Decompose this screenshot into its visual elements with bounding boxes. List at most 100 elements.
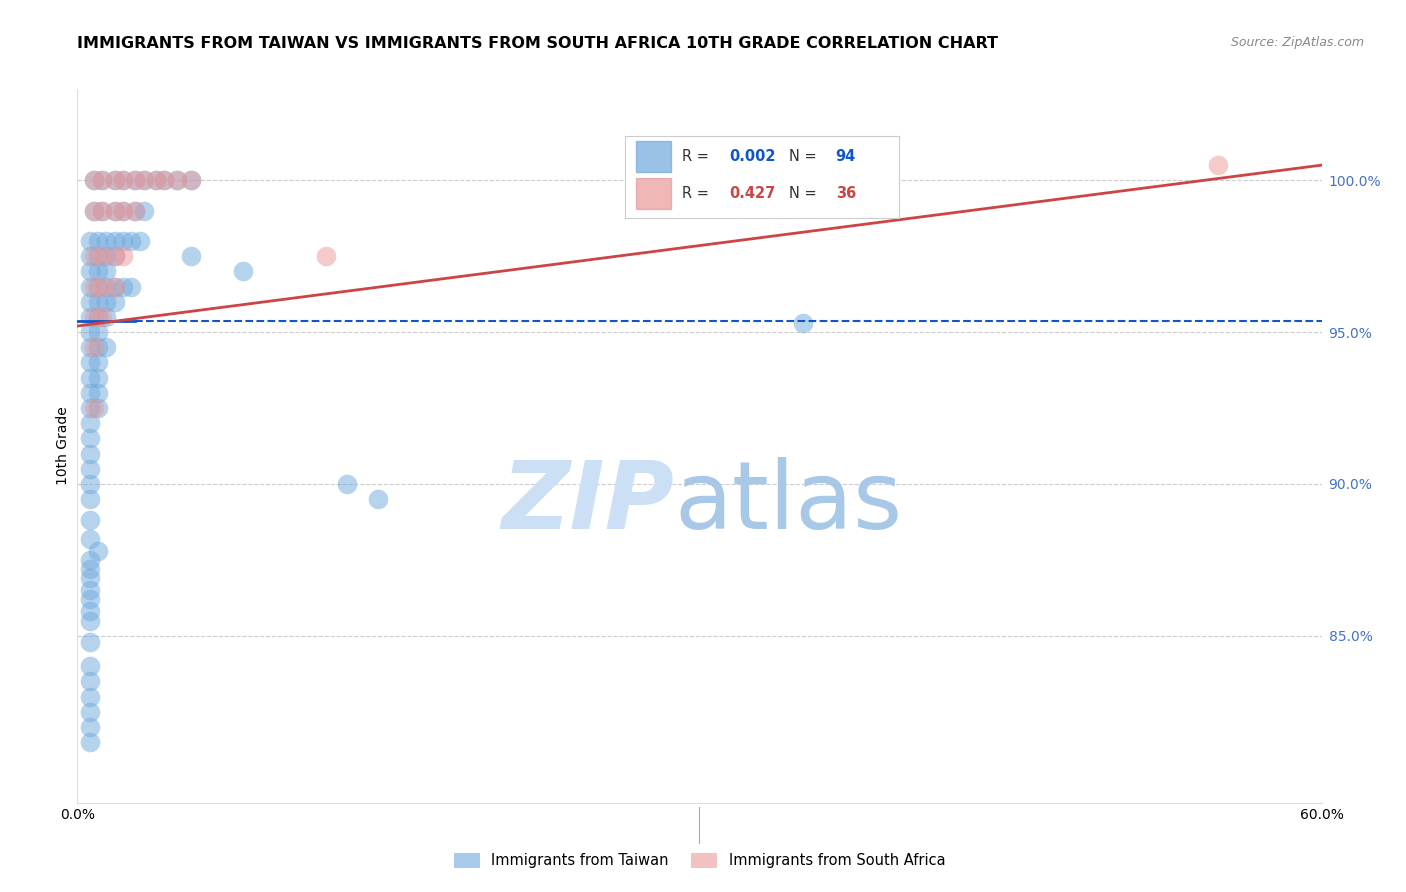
Point [96,249,118,263]
Point [87,325,110,339]
Point [180,173,202,187]
Point [124,173,146,187]
Point [104,173,127,187]
Point [83,340,105,354]
Point [79,605,101,619]
Point [153,173,176,187]
Point [132,203,155,218]
Point [91,203,114,218]
Point [79,553,101,567]
Point [91,203,114,218]
Point [79,340,101,354]
Text: IMMIGRANTS FROM TAIWAN VS IMMIGRANTS FROM SOUTH AFRICA 10TH GRADE CORRELATION CH: IMMIGRANTS FROM TAIWAN VS IMMIGRANTS FRO… [77,36,998,51]
Point [79,401,101,415]
Point [83,173,105,187]
Point [79,705,101,719]
Point [79,735,101,749]
Point [79,592,101,607]
Point [87,310,110,324]
Point [124,173,146,187]
Point [83,310,105,324]
Point [180,249,202,263]
Point [104,203,127,218]
Point [79,635,101,649]
Point [145,173,167,187]
Point [111,173,134,187]
Point [87,279,110,293]
Point [104,203,127,218]
Point [120,279,142,293]
Point [166,173,188,187]
Point [91,249,114,263]
Point [87,294,110,309]
Point [87,355,110,369]
Point [336,477,359,491]
Point [166,173,188,187]
Point [180,173,202,187]
Point [79,294,101,309]
Point [111,173,134,187]
Point [132,173,155,187]
Point [79,659,101,673]
Point [96,234,118,248]
Point [96,264,118,278]
Point [145,173,167,187]
Point [87,340,110,354]
Point [111,203,134,218]
Point [153,173,176,187]
Point [83,279,105,293]
Bar [636,178,671,210]
Point [96,340,118,354]
Point [79,720,101,734]
Point [128,234,150,248]
Text: 36: 36 [835,186,856,202]
Point [111,203,134,218]
Point [367,492,389,507]
Point [96,310,118,324]
Point [83,203,105,218]
Y-axis label: 10th Grade: 10th Grade [56,407,70,485]
Text: 0.427: 0.427 [728,186,775,202]
Point [111,279,134,293]
Point [91,173,114,187]
Point [111,249,134,263]
Point [120,234,142,248]
Text: R =: R = [682,186,714,202]
Point [79,385,101,400]
Point [83,203,105,218]
Text: R =: R = [682,149,714,163]
Text: Source: ZipAtlas.com: Source: ZipAtlas.com [1230,36,1364,49]
Point [79,513,101,527]
Point [91,310,114,324]
Point [79,355,101,369]
Point [79,234,101,248]
Point [124,203,146,218]
Point [79,370,101,384]
Point [79,614,101,628]
Point [79,431,101,445]
Point [96,294,118,309]
Point [79,532,101,546]
Point [124,203,146,218]
Point [87,264,110,278]
Point [87,385,110,400]
Point [79,249,101,263]
Point [315,249,337,263]
Legend: Immigrants from Taiwan, Immigrants from South Africa: Immigrants from Taiwan, Immigrants from … [447,847,952,874]
Point [104,234,127,248]
Point [104,249,127,263]
Point [79,416,101,430]
Point [79,674,101,689]
Text: ZIP: ZIP [502,457,675,549]
Point [104,173,127,187]
Point [79,310,101,324]
Point [132,173,155,187]
Point [83,249,105,263]
Point [79,462,101,476]
Point [111,234,134,248]
Point [79,571,101,585]
Point [104,294,127,309]
Text: atlas: atlas [675,457,903,549]
Point [79,562,101,576]
Point [87,401,110,415]
